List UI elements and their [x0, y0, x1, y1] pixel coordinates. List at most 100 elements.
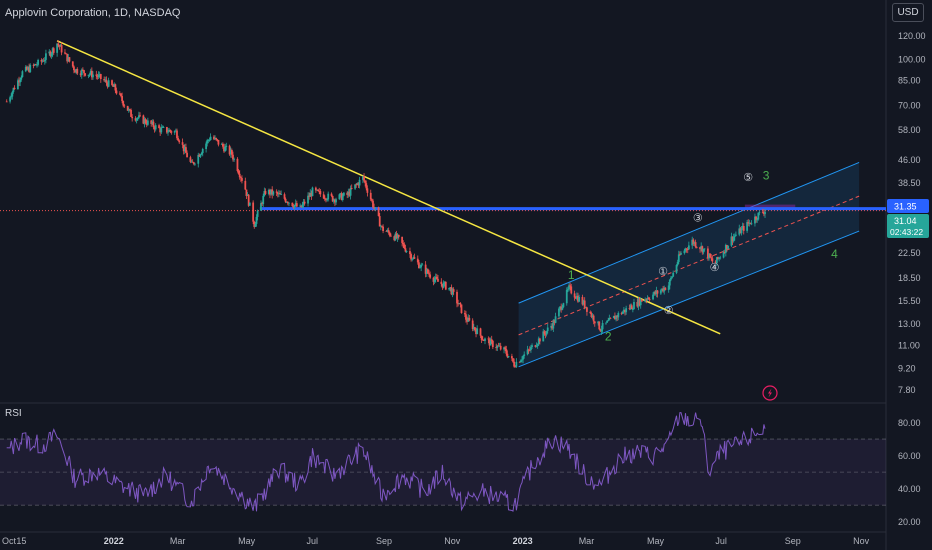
candle-body	[672, 272, 675, 277]
candle-body	[550, 326, 552, 328]
candle-body	[152, 121, 155, 128]
candle-body	[76, 69, 79, 74]
price-tick-label: 22.50	[898, 248, 921, 258]
candle-body	[92, 74, 94, 78]
candle-body	[694, 242, 697, 247]
candle-body	[87, 74, 90, 76]
currency-button[interactable]: USD	[892, 3, 924, 22]
candle-body	[612, 315, 615, 319]
candle-body	[19, 79, 22, 83]
candle-body	[199, 154, 202, 157]
candle-body	[471, 320, 474, 330]
time-axis[interactable]: Oct 15 2022 Mar May Jul Sep Nov 2023 Mar May Jul Sep…	[2, 536, 870, 546]
candle-body	[379, 225, 382, 227]
candle-body	[136, 117, 139, 119]
candle-body	[605, 322, 607, 324]
price-axis[interactable]: 7.809.2011.0013.0015.5018.5022.5026.5031…	[898, 31, 926, 527]
last-price-label: 31.04	[894, 216, 917, 226]
candle-body	[530, 347, 532, 351]
price-tick-label: 100.00	[898, 54, 926, 64]
candle-body	[426, 269, 429, 274]
candle-body	[245, 189, 248, 197]
candle-body	[405, 251, 408, 252]
wave-label: 1	[568, 268, 575, 282]
candle-body	[504, 347, 507, 350]
candle-body	[197, 154, 200, 164]
candle-body	[479, 328, 482, 336]
candle-body	[459, 303, 462, 305]
candle-body	[238, 173, 241, 178]
candle-body	[271, 189, 274, 195]
candle-body	[256, 210, 259, 217]
candle-body	[135, 118, 138, 121]
price-tick-label: 9.20	[898, 364, 916, 374]
candle-body	[222, 143, 224, 147]
candle-body	[592, 315, 595, 322]
candle-body	[749, 222, 752, 224]
candle-body	[173, 131, 176, 133]
candle-body	[460, 304, 463, 314]
candle-body	[742, 225, 745, 231]
support-price-badge	[887, 199, 929, 214]
candles	[5, 40, 766, 368]
candle-body	[654, 291, 657, 295]
candle-body	[668, 279, 671, 286]
candle-body	[286, 202, 289, 204]
candle-body	[726, 244, 728, 249]
candle-body	[348, 191, 351, 196]
candle-body	[542, 331, 545, 342]
candle-body	[314, 187, 317, 191]
candle-body	[741, 225, 744, 229]
candle-body	[534, 345, 537, 347]
candle-body	[700, 246, 703, 250]
candle-body	[616, 315, 619, 318]
candle-body	[198, 154, 201, 157]
candle-body	[318, 190, 321, 192]
candle-body	[586, 307, 588, 312]
candle-body	[310, 192, 313, 197]
candle-body	[317, 189, 320, 191]
time-tick-label: Mar	[170, 536, 186, 546]
candle-body	[239, 177, 242, 179]
candle-body	[322, 194, 325, 199]
candle-body	[718, 257, 721, 259]
candle-body	[341, 195, 344, 200]
candle-body	[358, 179, 361, 186]
candle-body	[347, 191, 350, 195]
candle-body	[139, 115, 141, 117]
candle-body	[18, 80, 20, 83]
candle-body	[134, 118, 137, 121]
candle-body	[177, 138, 179, 141]
candle-body	[114, 84, 117, 91]
time-tick-label: Jul	[715, 536, 727, 546]
channel-lower-line	[518, 230, 860, 368]
candle-body	[311, 187, 314, 197]
candle-body	[115, 90, 118, 94]
candle-body	[395, 233, 398, 239]
candle-body	[106, 82, 109, 87]
candle-body	[686, 249, 689, 251]
candle-body	[354, 184, 356, 189]
candle-body	[205, 143, 207, 150]
candle-body	[373, 207, 376, 209]
candle-body	[756, 219, 759, 221]
candle-body	[738, 228, 741, 235]
candle-body	[370, 199, 373, 201]
candle-body	[685, 248, 688, 250]
candle-body	[334, 199, 336, 203]
candle-body	[24, 66, 27, 72]
candle-body	[723, 252, 726, 253]
candle-body	[412, 257, 415, 259]
candle-body	[495, 347, 498, 348]
candle-body	[29, 65, 32, 72]
subwave-label: ⑤	[743, 172, 753, 184]
candle-body	[755, 216, 757, 220]
candle-body	[583, 300, 586, 308]
candle-body	[143, 119, 146, 124]
candle-body	[714, 261, 717, 264]
candle-body	[170, 131, 173, 133]
candle-body	[275, 191, 278, 193]
candle-body	[121, 96, 123, 102]
candle-body	[247, 194, 250, 206]
